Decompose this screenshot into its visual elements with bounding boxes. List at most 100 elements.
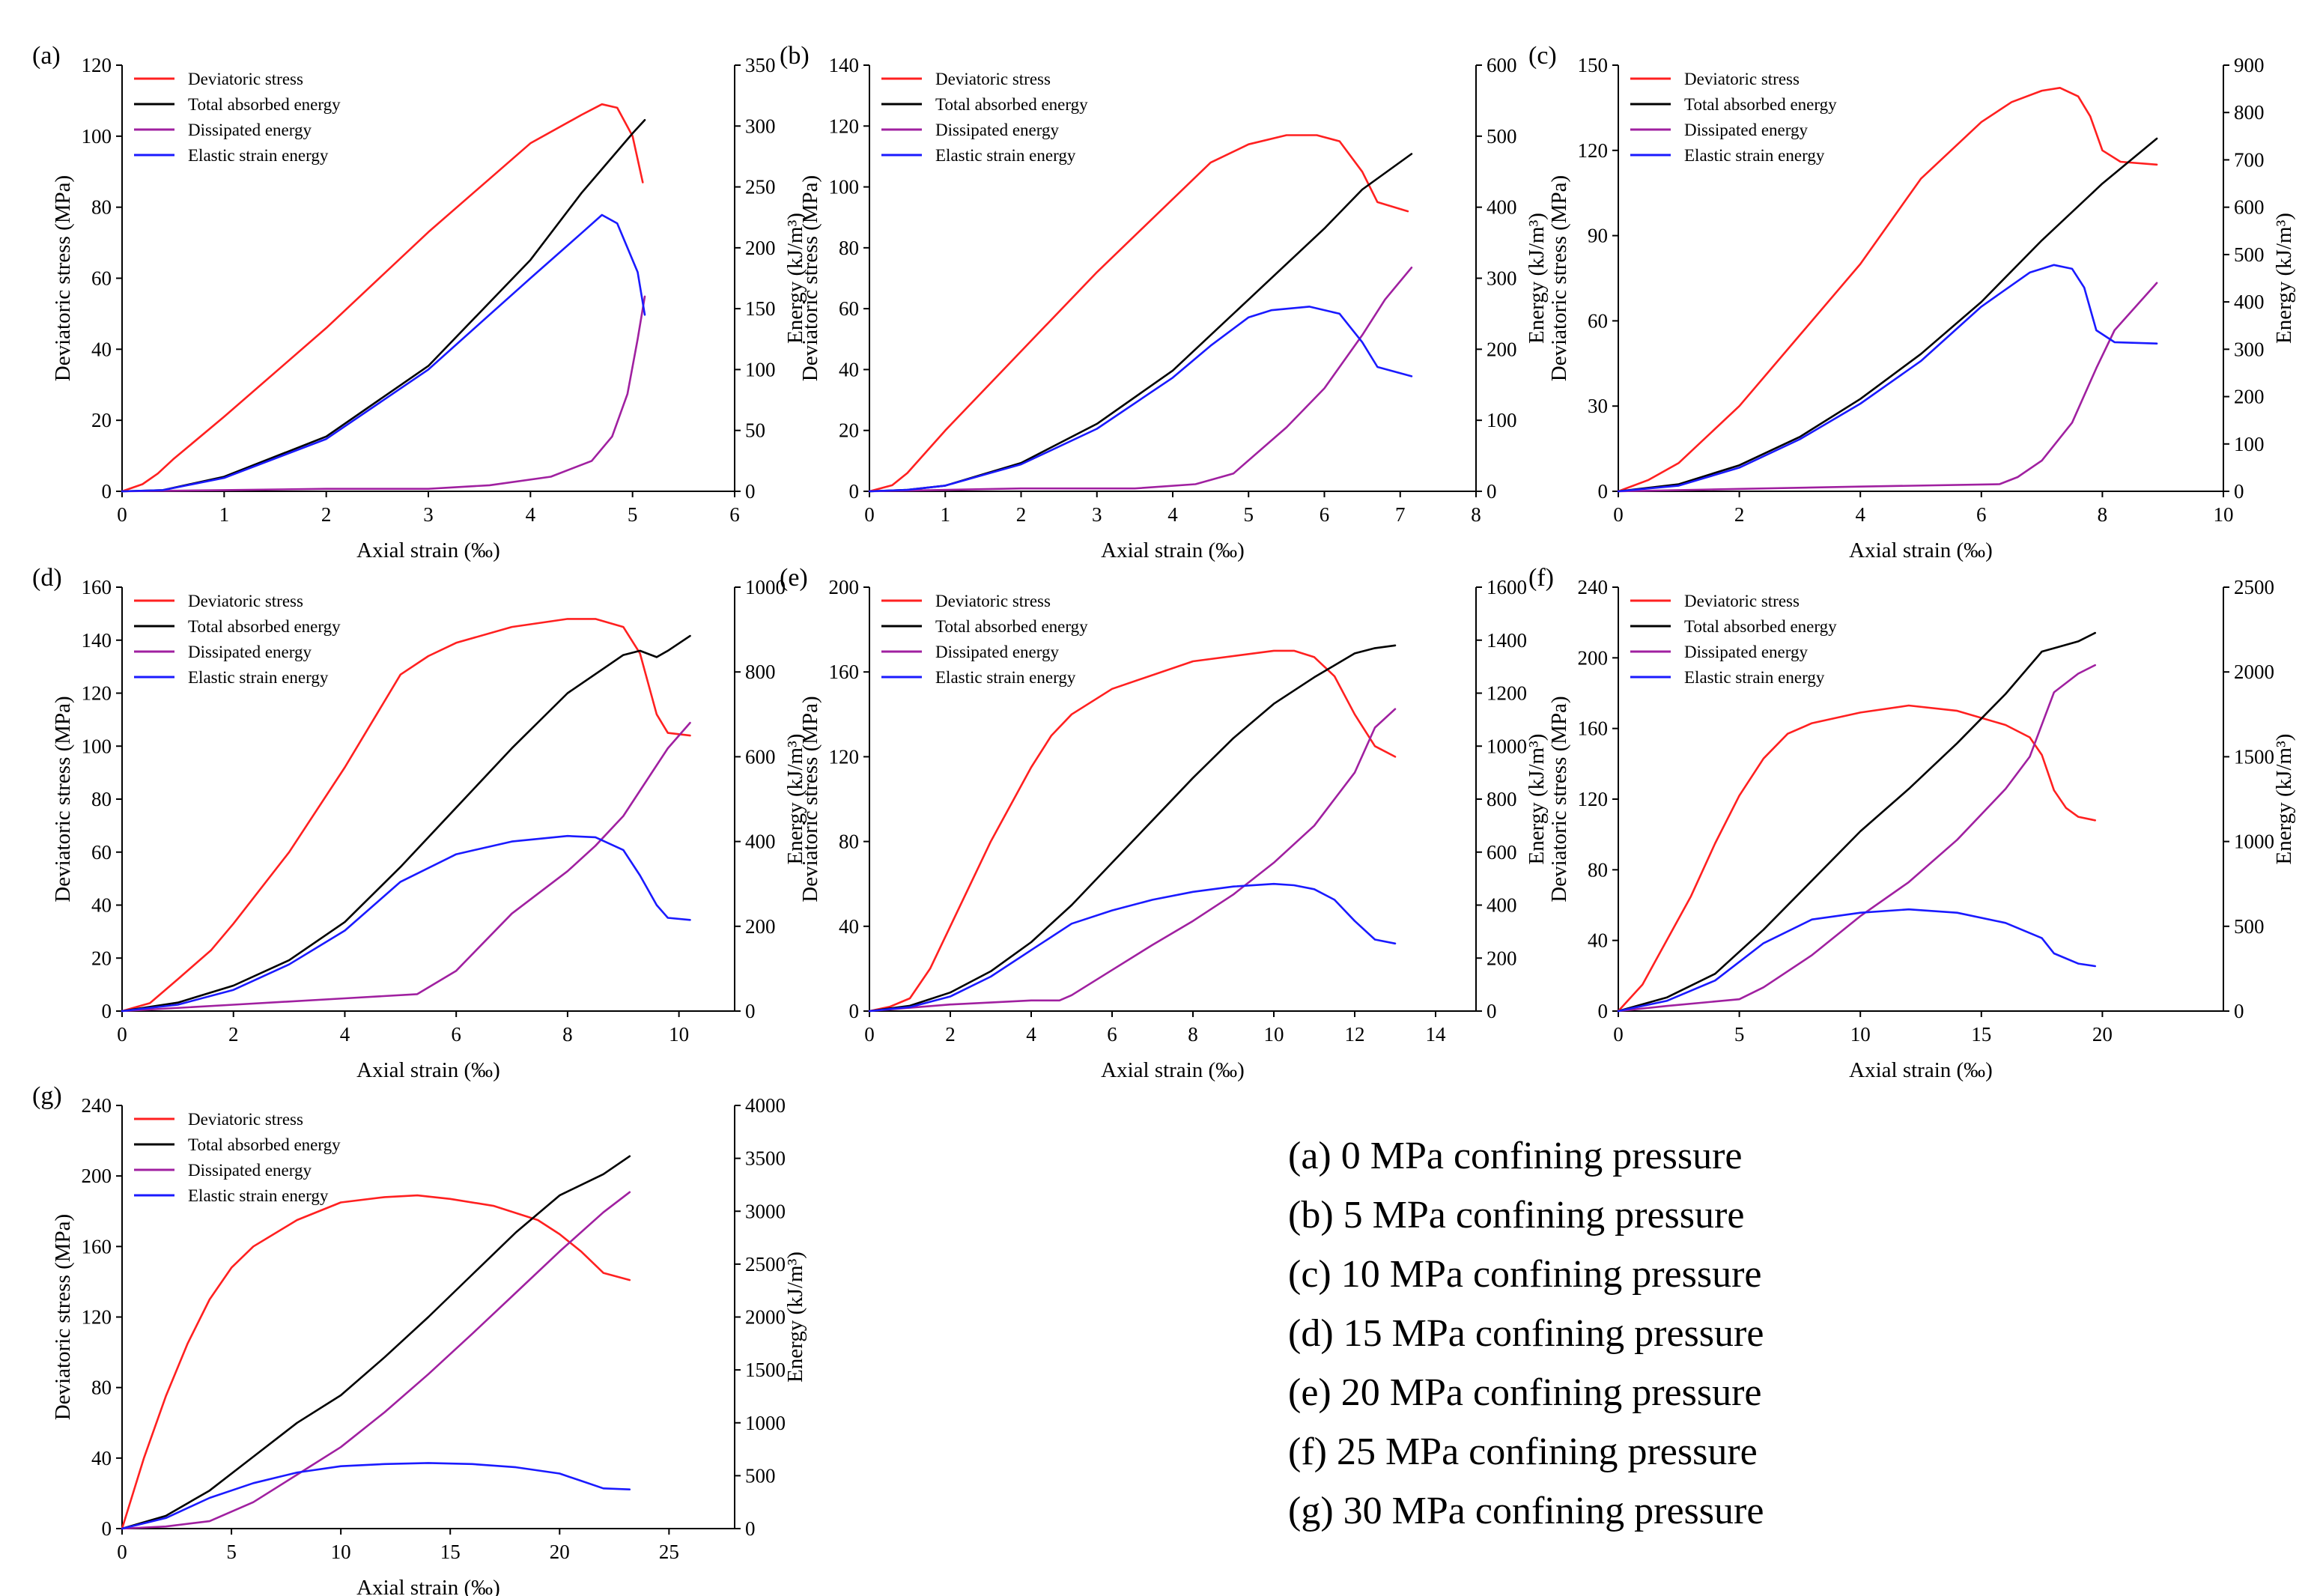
chart-panel-d: 0 2 4 6 8 10020406080100120140160020040060080…: [32, 564, 807, 1082]
series-line-dissipated-energy: [121, 1191, 631, 1530]
legend-label-dissipated-energy: Dissipated energy: [188, 1161, 312, 1180]
legend-label-deviatoric-stress: Deviatoric stress: [935, 70, 1051, 88]
series-line-elastic-strain-energy: [868, 882, 1397, 1013]
panel-label: (b): [780, 42, 810, 70]
legend-label-dissipated-energy: Dissipated energy: [1684, 121, 1809, 139]
x-axis-label: Axial strain (‰): [356, 1058, 500, 1082]
x-axis-label: Axial strain (‰): [356, 1576, 500, 1596]
panel-label: (c): [1528, 42, 1557, 70]
legend: Deviatoric stress Total absorbed energy Di…: [134, 1110, 341, 1205]
caption-line: (g) 30 MPa confining pressure: [1288, 1490, 1764, 1532]
x-tick-label: 14: [1426, 1023, 1447, 1046]
series-line-elastic-strain-energy: [868, 306, 1413, 493]
x-tick-label: 6: [729, 503, 740, 526]
x-axis-label: Axial strain (‰): [1101, 1058, 1245, 1082]
y2-tick-label: 400: [745, 831, 776, 853]
caption-line: (e) 20 MPa confining pressure: [1288, 1371, 1762, 1414]
y-tick-label: 150: [1578, 54, 1609, 76]
y-axis-label: Deviatoric stress (MPa): [798, 175, 822, 381]
legend-label-total-absorbed-energy: Total absorbed energy: [188, 95, 341, 114]
series-line-elastic-strain-energy: [121, 1462, 631, 1530]
series-line-dissipated-energy: [868, 266, 1413, 493]
series-line-total-absorbed-energy: [868, 644, 1397, 1013]
y-tick-label: 120: [82, 682, 112, 705]
series-line-elastic-strain-energy: [1617, 264, 2158, 493]
y-tick-label: 60: [91, 841, 112, 864]
y-tick-label: 0: [1598, 1000, 1609, 1022]
y2-tick-label: 600: [1487, 54, 1517, 76]
y2-tick-label: 500: [1487, 125, 1517, 148]
y-axis-label: Deviatoric stress (MPa): [51, 696, 75, 902]
x-tick-label: 2: [1016, 503, 1027, 526]
series-line-total-absorbed-energy: [121, 634, 691, 1013]
series-line-elastic-strain-energy: [1617, 908, 2096, 1013]
legend-label-elastic-strain-energy: Elastic strain energy: [935, 668, 1076, 687]
y2-axis-label: Energy (kJ/m³): [783, 734, 807, 865]
legend-label-elastic-strain-energy: Elastic strain energy: [935, 146, 1076, 165]
y2-tick-label: 2500: [745, 1253, 786, 1275]
y2-tick-label: 400: [1487, 894, 1517, 917]
x-tick-label: 6: [1976, 503, 1987, 526]
x-tick-label: 0: [1613, 1023, 1624, 1046]
y-axis-label: Deviatoric stress (MPa): [51, 175, 75, 381]
y-axis-label: Deviatoric stress (MPa): [51, 1214, 75, 1420]
legend-label-deviatoric-stress: Deviatoric stress: [935, 592, 1051, 610]
y2-tick-label: 0: [1487, 1000, 1497, 1022]
panel-label: (e): [780, 564, 808, 592]
legend-label-elastic-strain-energy: Elastic strain energy: [1684, 146, 1825, 165]
y2-tick-label: 1000: [1487, 735, 1527, 757]
legend-label-deviatoric-stress: Deviatoric stress: [188, 1110, 303, 1129]
x-tick-label: 1: [941, 503, 951, 526]
y-tick-label: 0: [102, 480, 112, 503]
y2-tick-label: 600: [2234, 196, 2265, 219]
x-tick-label: 8: [2098, 503, 2108, 526]
x-tick-label: 0: [117, 503, 127, 526]
legend-label-dissipated-energy: Dissipated energy: [188, 643, 312, 661]
legend-label-total-absorbed-energy: Total absorbed energy: [188, 1135, 341, 1154]
series-line-deviatoric-stress: [868, 134, 1409, 493]
panel-label: (g): [32, 1082, 62, 1110]
panel-label: (a): [32, 42, 61, 70]
series-line-deviatoric-stress: [1617, 87, 2158, 493]
y-tick-label: 40: [91, 894, 112, 917]
y-tick-label: 20: [839, 419, 859, 442]
x-tick-label: 0: [117, 1541, 127, 1563]
y-tick-label: 0: [102, 1000, 112, 1022]
legend-label-deviatoric-stress: Deviatoric stress: [188, 70, 303, 88]
y-tick-label: 0: [102, 1517, 112, 1540]
y2-tick-label: 900: [2234, 54, 2265, 76]
legend-label-dissipated-energy: Dissipated energy: [935, 121, 1060, 139]
y2-tick-label: 300: [1487, 267, 1517, 290]
y2-tick-label: 350: [745, 54, 776, 76]
y2-tick-label: 0: [745, 1517, 756, 1540]
y2-tick-label: 1000: [745, 576, 786, 598]
y-tick-label: 200: [829, 576, 860, 598]
y2-tick-label: 200: [745, 237, 776, 259]
y-axis-label: Deviatoric stress (MPa): [1547, 696, 1571, 902]
y-tick-label: 160: [829, 661, 860, 683]
y-tick-label: 120: [82, 1306, 112, 1329]
y-tick-label: 40: [91, 1447, 112, 1469]
x-tick-label: 4: [340, 1023, 350, 1046]
y-axis-label: Deviatoric stress (MPa): [1547, 175, 1571, 381]
y2-tick-label: 100: [1487, 409, 1517, 431]
x-axis-label: Axial strain (‰): [1849, 538, 1993, 562]
series-line-dissipated-energy: [121, 721, 691, 1013]
y2-tick-label: 200: [745, 915, 776, 938]
y-tick-label: 40: [91, 338, 112, 360]
x-tick-label: 10: [2214, 503, 2234, 526]
y-tick-label: 240: [1578, 576, 1609, 598]
y2-axis-label: Energy (kJ/m³): [2272, 734, 2296, 865]
x-tick-label: 8: [1188, 1023, 1198, 1046]
series-line-total-absorbed-energy: [121, 1155, 631, 1530]
y-tick-label: 0: [849, 1000, 860, 1022]
y-tick-label: 60: [1588, 309, 1608, 332]
y2-tick-label: 1500: [2234, 745, 2274, 768]
legend-label-dissipated-energy: Dissipated energy: [935, 643, 1060, 661]
y2-tick-label: 1500: [745, 1359, 786, 1381]
legend-label-total-absorbed-energy: Total absorbed energy: [935, 95, 1088, 114]
x-tick-label: 0: [864, 1023, 875, 1046]
y2-tick-label: 1400: [1487, 629, 1527, 652]
y-tick-label: 40: [839, 358, 859, 380]
series-line-dissipated-energy: [1617, 282, 2158, 493]
